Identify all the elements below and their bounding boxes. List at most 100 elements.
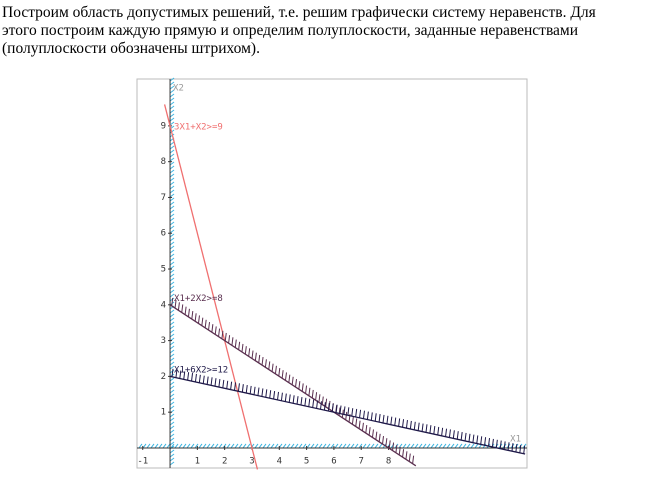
x-axis-label: X1 [510,434,521,444]
axis-hatch [206,443,211,449]
axis-hatch [169,225,175,230]
hatch [241,384,244,393]
line-label: X1+2X2>=8 [174,294,223,304]
hatch [264,359,267,368]
axis-hatch [462,443,467,449]
hatch [198,374,201,383]
axis-hatch [169,281,175,286]
hatch [268,361,271,370]
axis-hatch [169,201,175,206]
hatch [495,439,498,448]
y-tick-label: 2 [161,372,166,382]
axis-hatch [169,357,175,362]
hatch [323,402,326,411]
hatch [197,315,200,324]
axis-hatch [169,393,175,398]
axis-hatch [169,461,175,466]
axis-hatch [169,329,175,334]
text-line: (полуплоскости обозначены штрихом). [2,40,260,57]
hatch [265,389,268,398]
hatch [174,300,177,309]
hatch [210,377,213,386]
axis-hatch [169,245,175,250]
axis-hatch [346,443,351,449]
hatch [222,379,225,388]
hatch [405,451,408,460]
hatch [284,372,287,381]
axis-hatch [406,443,411,449]
axis-hatch [410,443,415,449]
hatch [355,408,358,418]
hatch [452,430,455,439]
y-axis-label: X2 [173,84,184,94]
axis-hatch [302,443,307,449]
axis-hatch [169,365,175,370]
hatch [244,346,247,355]
axis-hatch [169,261,175,266]
hatch [375,431,378,440]
axis-hatch [334,443,339,449]
hatch [206,376,209,385]
axis-hatch [169,377,175,382]
hatch [382,435,385,445]
hatch [325,398,328,407]
hatch [274,365,277,374]
x-tick-label: 6 [331,456,336,466]
y-tick-label: 3 [161,336,166,346]
axis-hatch [178,443,183,449]
axis-hatch [234,443,239,449]
axis-hatch [169,437,175,442]
hatch [523,445,526,454]
axis-hatch [169,277,175,282]
y-tick-label: 9 [161,121,166,131]
hatch [318,394,321,403]
axis-hatch [169,385,175,390]
axis-hatch [162,443,167,449]
axis-hatch [270,443,275,449]
axis-hatch [169,169,175,174]
hatch [374,413,377,422]
axis-hatch [169,105,175,110]
hatch [296,396,299,405]
x-tick-label: -1 [137,456,148,466]
hatch [398,418,401,427]
axis-hatch [482,443,487,449]
hatch [249,385,252,394]
axis-hatch [169,213,175,218]
axis-hatch [169,181,175,186]
axis-hatch [169,441,175,446]
hatch [448,429,451,438]
axis-hatch [169,209,175,214]
hatch [408,453,411,462]
hatch [312,399,315,408]
axis-hatch [169,97,175,102]
axis-hatch [169,197,175,202]
line-label: 3X1+X2>=9 [174,122,223,132]
x-tick-label: 2 [222,456,227,466]
hatch [345,411,348,420]
hatch [343,406,346,415]
axis-hatch [169,149,175,154]
axis-hatch [169,157,175,162]
hatch [281,370,284,379]
hatch [269,390,272,399]
axis-hatch [169,325,175,330]
axis-hatch [254,443,259,449]
axis-hatch [378,443,383,449]
text-line: этого построим каждую прямую и определим… [2,22,579,39]
hatch [519,444,522,453]
y-tick-label: 5 [161,265,166,275]
hatch [366,411,369,420]
hatch [437,426,440,435]
axis-hatch [169,77,175,82]
hatch [237,383,240,392]
axis-hatch [169,113,175,118]
hatch [395,444,398,453]
axis-hatch [290,443,295,449]
hatch [361,422,364,431]
axis-hatch [226,443,231,449]
axis-hatch [298,443,303,449]
axis-hatch [450,443,455,449]
axis-hatch [169,229,175,234]
